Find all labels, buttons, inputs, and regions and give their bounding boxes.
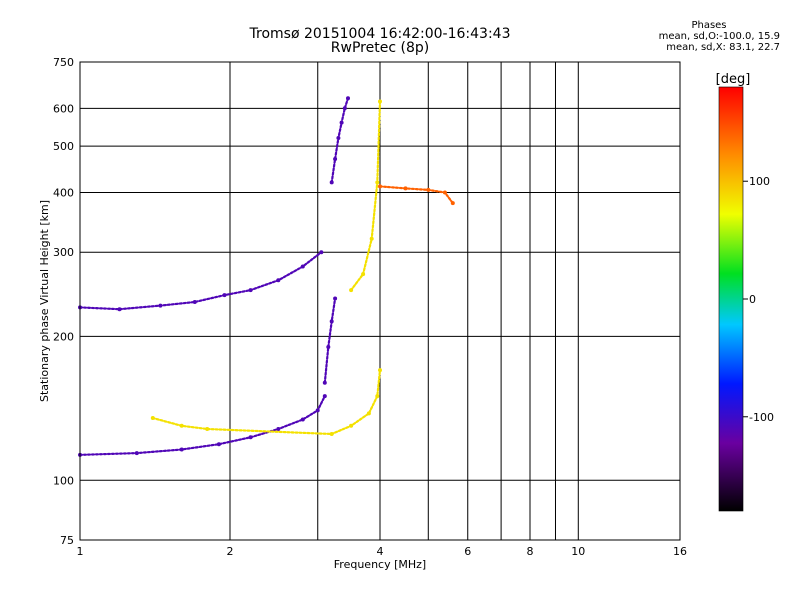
echo-point xyxy=(329,432,334,436)
echo-point xyxy=(375,180,380,185)
echo-point xyxy=(300,264,305,269)
echo-trace xyxy=(330,97,350,184)
y-tick-label: 750 xyxy=(53,56,74,69)
echo-trace xyxy=(323,297,337,384)
echo-point xyxy=(315,408,320,413)
echo-point xyxy=(378,184,382,189)
echo-point xyxy=(216,442,221,447)
phase-stats-x: mean, sd,X: 83.1, 22.7 xyxy=(666,42,780,53)
phase-stats-heading: Phases xyxy=(691,20,727,31)
echo-point xyxy=(342,106,347,111)
echo-point xyxy=(369,236,374,241)
echo-trace xyxy=(78,395,326,456)
echo-point xyxy=(333,296,338,301)
echo-point xyxy=(442,190,447,195)
y-tick-labels: 75 100 200 300 400 500 600 750 xyxy=(53,56,74,547)
echo-point xyxy=(329,180,334,185)
echo-point xyxy=(179,447,184,452)
echo-point xyxy=(322,394,327,399)
echo-point xyxy=(378,368,382,373)
y-tick-label: 600 xyxy=(53,102,74,115)
colorbar-tick-label: 100 xyxy=(749,175,770,188)
echo-point xyxy=(326,345,331,349)
echo-trace xyxy=(151,369,382,436)
echo-point xyxy=(150,416,155,420)
echo-point xyxy=(179,423,184,428)
x-tick-label: 16 xyxy=(673,545,687,558)
y-axis-label: Stationary phase Virtual Height [km] xyxy=(38,200,51,402)
colorbar-tick-label: 0 xyxy=(749,293,756,306)
echo-point xyxy=(192,300,197,304)
colorbar xyxy=(718,86,744,512)
echo-trace xyxy=(378,185,454,205)
x-tick-label: 1 xyxy=(77,545,84,558)
echo-point xyxy=(450,201,455,206)
echo-point xyxy=(349,423,354,428)
echo-point xyxy=(375,394,380,399)
colorbar-ticks: 100 0 -100 xyxy=(743,175,774,424)
colorbar-label: [deg] xyxy=(716,72,751,87)
echo-point xyxy=(158,303,163,308)
echo-point xyxy=(378,99,382,104)
y-tick-label: 400 xyxy=(53,186,74,199)
phase-stats-o: mean, sd,O:-100.0, 15.9 xyxy=(658,31,780,42)
echo-point xyxy=(248,288,253,293)
echo-point xyxy=(361,272,366,277)
phase-stats: Phases mean, sd,O:-100.0, 15.9 mean, sd,… xyxy=(598,20,780,53)
echo-point xyxy=(336,136,341,140)
colorbar-tick-label: -100 xyxy=(749,411,774,424)
echo-point xyxy=(276,427,281,431)
echo-point xyxy=(117,307,122,312)
echo-point xyxy=(276,278,281,283)
echo-point xyxy=(333,157,338,161)
y-tick-label: 75 xyxy=(60,534,74,547)
x-tick-label: 2 xyxy=(227,545,234,558)
y-tick-label: 100 xyxy=(53,474,74,487)
y-tick-label: 500 xyxy=(53,140,74,153)
chart-title: Tromsø 20151004 16:42:00-16:43:43 xyxy=(249,26,511,42)
echo-point xyxy=(222,293,227,298)
chart-subtitle: RwPretec (8p) xyxy=(330,40,430,56)
echo-point xyxy=(329,319,334,324)
echo-point xyxy=(205,427,210,431)
echo-traces xyxy=(78,96,455,457)
echo-point xyxy=(339,120,344,125)
echo-point xyxy=(426,187,431,192)
echo-trace xyxy=(350,100,382,292)
x-tick-labels: 1 2 4 6 8 10 16 xyxy=(77,545,688,558)
echo-point xyxy=(322,380,327,385)
x-tick-label: 6 xyxy=(464,545,471,558)
echo-point xyxy=(403,186,408,191)
echo-point xyxy=(319,250,324,255)
y-tick-label: 200 xyxy=(53,330,74,343)
echo-trace xyxy=(78,251,323,311)
echo-point xyxy=(300,417,305,422)
x-tick-label: 8 xyxy=(527,545,534,558)
x-tick-label: 10 xyxy=(571,545,585,558)
echo-point xyxy=(349,288,354,293)
y-tick-label: 300 xyxy=(53,246,74,259)
x-axis-label: Frequency [MHz] xyxy=(334,558,426,571)
plot-frame xyxy=(79,61,681,541)
echo-point xyxy=(346,96,350,101)
echo-point xyxy=(134,451,139,456)
echo-point xyxy=(366,411,371,416)
x-tick-label: 4 xyxy=(377,545,384,558)
echo-point xyxy=(248,435,253,440)
